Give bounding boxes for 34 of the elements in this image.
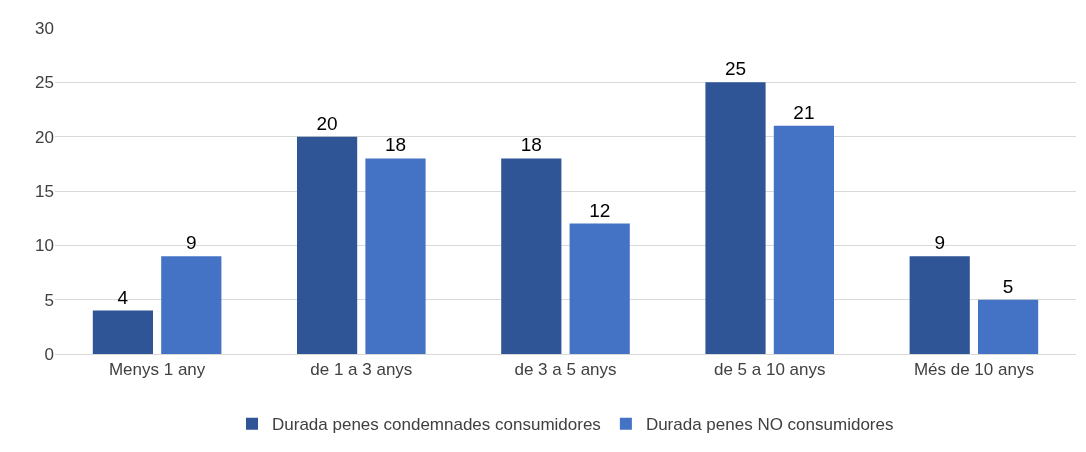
data-label: 9 (934, 232, 945, 254)
legend-label: Durada penes NO consumidores (645, 415, 894, 435)
bar (773, 125, 834, 354)
y-tick-label: 20 (35, 127, 54, 147)
bar (909, 256, 970, 354)
data-label: 21 (793, 101, 815, 123)
y-tick-label: 5 (44, 290, 54, 310)
y-tick-label: 15 (35, 181, 54, 201)
data-label: 18 (384, 134, 407, 156)
bar (978, 299, 1039, 354)
data-label: 25 (724, 58, 747, 80)
x-tick-label: de 1 a 3 anys (310, 360, 413, 380)
data-label: 9 (186, 232, 197, 254)
bar (501, 158, 562, 354)
y-tick-label: 30 (35, 18, 54, 38)
y-tick-label: 25 (35, 73, 54, 93)
bar (92, 310, 153, 354)
y-tick-label: 10 (35, 236, 54, 256)
data-label: 18 (520, 134, 542, 156)
data-label: 4 (117, 286, 129, 308)
x-tick-label: Més de 10 anys (913, 360, 1034, 380)
bar (297, 136, 358, 354)
bar (569, 223, 630, 354)
data-label: 5 (1002, 275, 1014, 297)
y-tick-label: 0 (44, 344, 54, 364)
bar (705, 82, 766, 354)
bar (161, 256, 222, 354)
data-label: 12 (589, 199, 611, 221)
data-label: 20 (316, 112, 338, 134)
x-tick-label: de 3 a 5 anys (514, 360, 617, 380)
x-tick-label: Menys 1 any (108, 360, 206, 380)
legend-label: Durada penes condemnades consumidores (272, 415, 601, 435)
x-tick-label: de 5 a 10 anys (713, 360, 826, 380)
bar (365, 158, 426, 354)
